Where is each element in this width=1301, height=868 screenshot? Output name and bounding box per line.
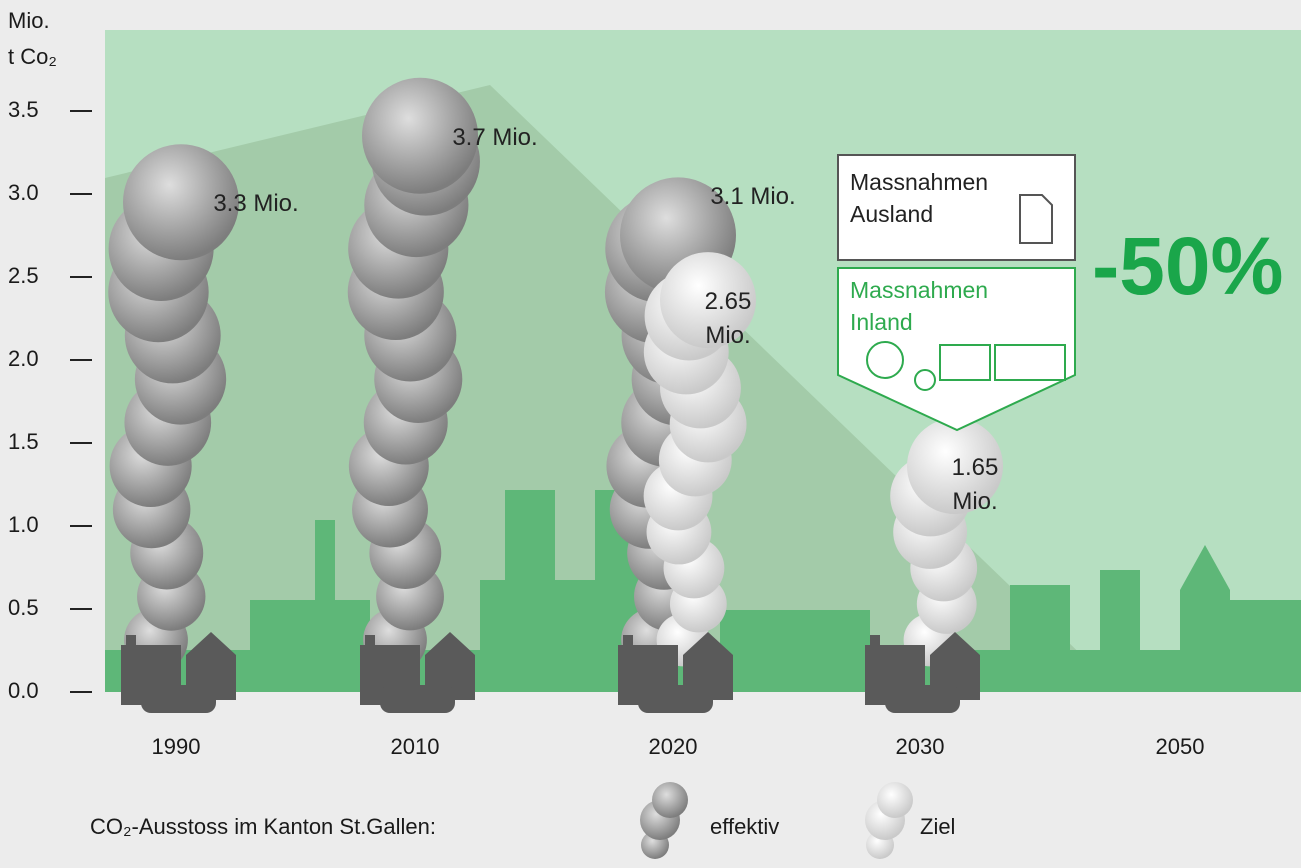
annotation-reduction: -50% <box>1092 222 1283 312</box>
value-label: 3.7 Mio. <box>452 121 537 155</box>
x-tick-label: 2020 <box>649 734 698 759</box>
legend-label: effektiv <box>710 814 779 839</box>
y-label: t Co₂ <box>8 44 57 69</box>
chimney-icon <box>126 635 136 650</box>
x-tick-label: 2010 <box>391 734 440 759</box>
value-label: 3.1 Mio. <box>710 180 795 214</box>
car-icon <box>885 685 960 713</box>
annotation-inland: Massnahmen Inland <box>850 274 988 338</box>
value-label: 2.65 Mio. <box>705 285 752 353</box>
y-tick-label: 2.5 <box>8 263 39 288</box>
legend-swatch <box>640 782 688 859</box>
x-tick-label: 2030 <box>896 734 945 759</box>
chart: Mio. t Co₂ CO₂-Ausstoss im Kanton St.Gal… <box>0 0 1301 868</box>
annotation-ausland: Massnahmen Ausland <box>850 166 988 230</box>
y-tick-label: 3.0 <box>8 180 39 205</box>
page: Mio. t Co₂ CO₂-Ausstoss im Kanton St.Gal… <box>0 0 1301 868</box>
car-icon <box>141 685 216 713</box>
y-tick-label: 0.5 <box>8 595 39 620</box>
legend-label: Ziel <box>920 814 955 839</box>
legend-puff <box>652 782 688 818</box>
chimney-icon <box>870 635 880 650</box>
y-label: Mio. <box>8 8 50 33</box>
value-label: 1.65 Mio. <box>952 451 999 519</box>
car-icon <box>380 685 455 713</box>
chimney-icon <box>365 635 375 650</box>
legend-swatch <box>865 782 913 859</box>
x-tick-label: 1990 <box>152 734 201 759</box>
chimney-icon <box>623 635 633 650</box>
value-label: 3.3 Mio. <box>213 187 298 221</box>
legend-puff <box>877 782 913 818</box>
y-tick-label: 0.0 <box>8 678 39 703</box>
y-tick-label: 3.5 <box>8 97 39 122</box>
y-tick-label: 1.5 <box>8 429 39 454</box>
car-icon <box>638 685 713 713</box>
y-tick-label: 1.0 <box>8 512 39 537</box>
y-tick-label: 2.0 <box>8 346 39 371</box>
legend-title: CO₂-Ausstoss im Kanton St.Gallen: <box>90 814 436 839</box>
x-tick-label: 2050 <box>1156 734 1205 759</box>
